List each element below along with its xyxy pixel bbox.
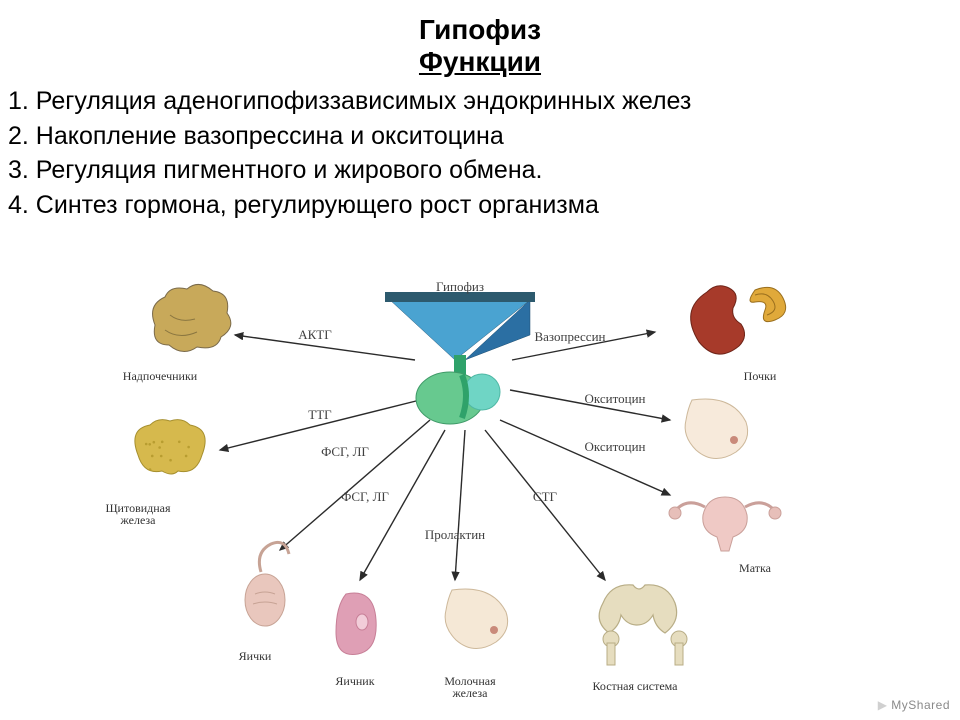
function-list: 1. Регуляция аденогипофиззависимых эндок…: [8, 84, 960, 222]
watermark-text: MyShared: [891, 698, 950, 712]
function-item: 4. Синтез гормона, регулирующего рост ор…: [8, 188, 960, 223]
slide-subtitle: Функции: [0, 46, 960, 78]
slide-title: Гипофиз: [0, 14, 960, 46]
function-item: 1. Регуляция аденогипофиззависимых эндок…: [8, 84, 960, 119]
pituitary-diagram: АКТГВазопрессинТТГОкситоцинФСГ, ЛГОксито…: [60, 280, 880, 710]
slide: Гипофиз Функции 1. Регуляция аденогипофи…: [0, 0, 960, 720]
watermark-icon: ▶: [878, 698, 892, 712]
diagram-svg: [60, 280, 880, 710]
title-block: Гипофиз Функции: [0, 0, 960, 78]
function-item: 2. Накопление вазопрессина и окситоцина: [8, 119, 960, 154]
function-item: 3. Регуляция пигментного и жирового обме…: [8, 153, 960, 188]
watermark: ▶ MyShared: [878, 698, 950, 712]
